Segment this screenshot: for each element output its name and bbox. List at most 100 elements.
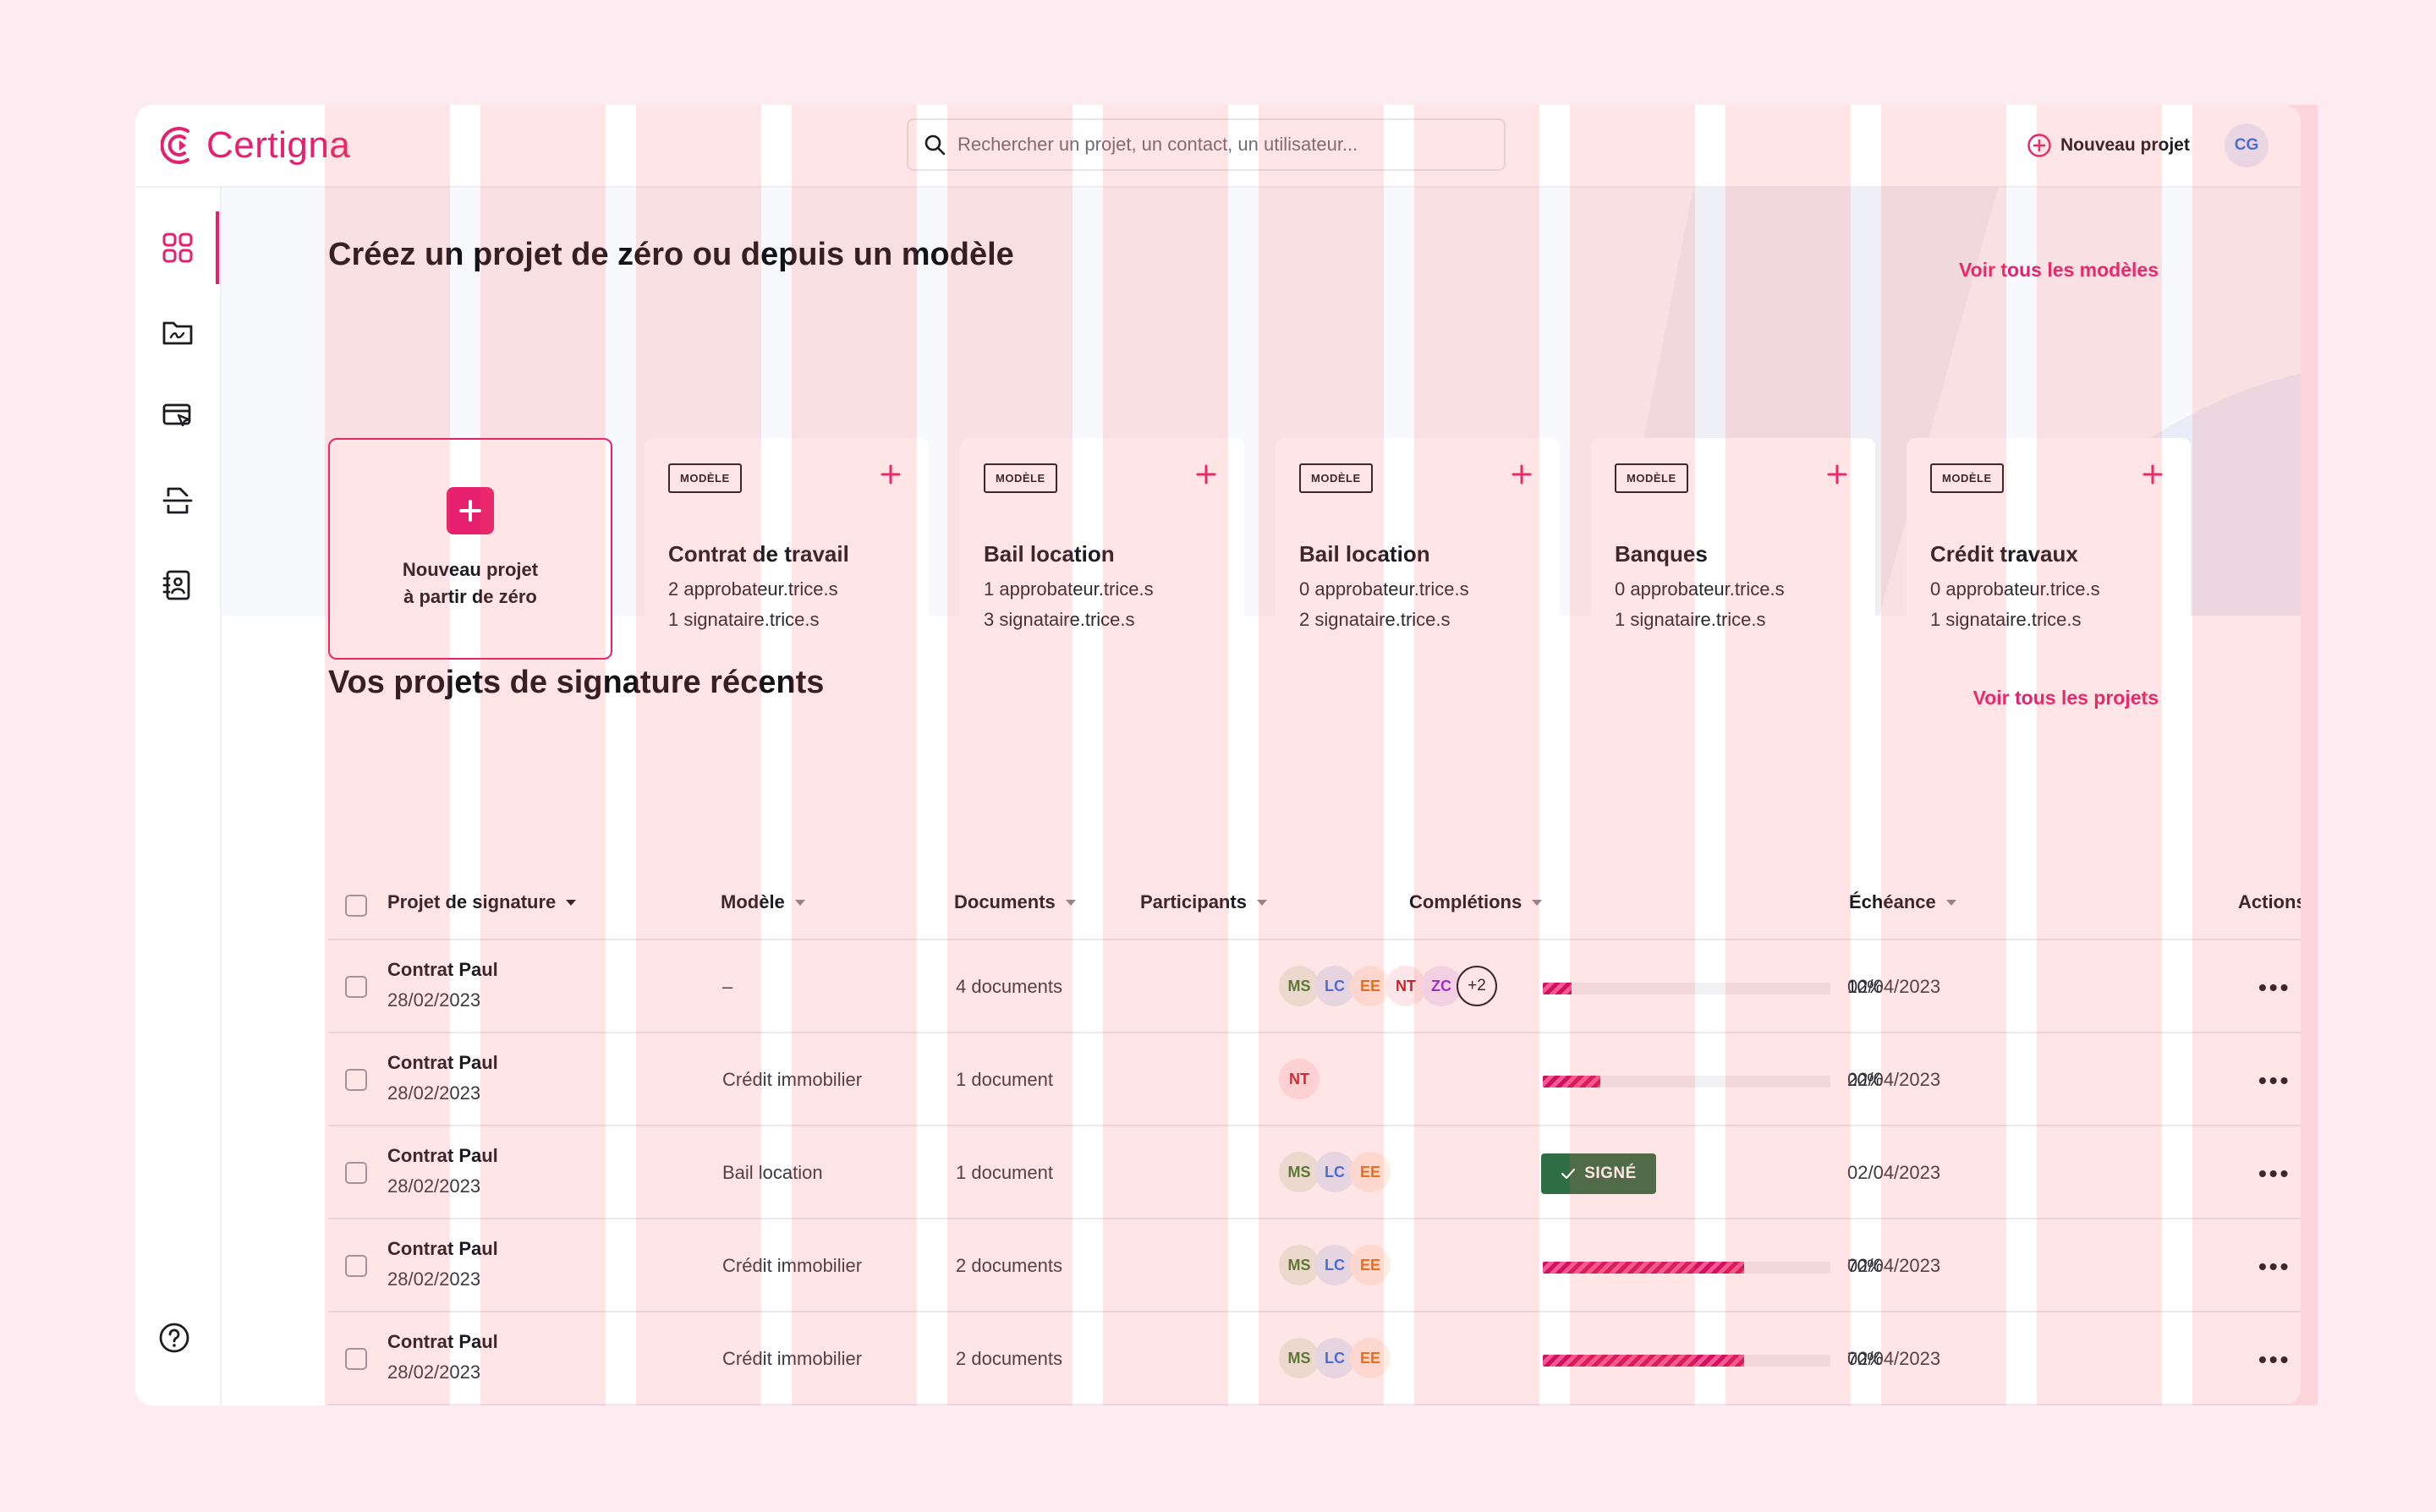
add-plus-icon[interactable] bbox=[1826, 463, 1848, 485]
completion-percent: 10% bbox=[1847, 978, 1884, 997]
participant-avatar[interactable]: NT bbox=[1279, 1059, 1320, 1099]
add-plus-icon[interactable] bbox=[1511, 463, 1533, 485]
row-checkbox[interactable] bbox=[345, 1255, 367, 1277]
template-card[interactable]: MODÈLE Crédit travaux 0 approbateur.tric… bbox=[1907, 438, 2191, 660]
project-name[interactable]: Contrat Paul bbox=[387, 959, 498, 980]
templates-title: Créez un projet de zéro ou depuis un mod… bbox=[328, 237, 1014, 272]
see-all-templates-link[interactable]: Voir tous les modèles bbox=[1958, 259, 2159, 281]
row-checkbox[interactable] bbox=[345, 1348, 367, 1370]
row-actions-menu[interactable]: ••• bbox=[2258, 974, 2291, 1000]
table-row[interactable]: Contrat Paul 28/02/2023 – 4 documents MS… bbox=[328, 940, 2301, 1033]
participant-avatar[interactable]: EE bbox=[1350, 1152, 1391, 1192]
template-card-title: Bail location bbox=[1299, 541, 1430, 567]
project-name[interactable]: Contrat Paul bbox=[387, 1331, 498, 1352]
project-date: 28/02/2023 bbox=[387, 1082, 481, 1104]
row-actions-menu[interactable]: ••• bbox=[2258, 1346, 2291, 1372]
search-bar[interactable] bbox=[907, 118, 1506, 171]
participant-avatar[interactable]: MS bbox=[1279, 1152, 1320, 1192]
participant-avatar[interactable]: MS bbox=[1279, 966, 1320, 1006]
due-date-cell: 02/04/2023 bbox=[1847, 1255, 1941, 1276]
template-card[interactable]: MODÈLE Banques 0 approbateur.trice.s 1 s… bbox=[1591, 438, 1875, 660]
sort-caret-icon bbox=[794, 899, 805, 906]
column-completion[interactable]: Complétions bbox=[1409, 891, 1543, 913]
participant-avatar[interactable]: LC bbox=[1314, 966, 1355, 1006]
user-avatar[interactable]: CG bbox=[2225, 123, 2269, 167]
scratch-label-line2: à partir de zéro bbox=[403, 586, 537, 607]
add-plus-icon[interactable] bbox=[880, 463, 902, 485]
template-card[interactable]: MODÈLE Bail location 1 approbateur.trice… bbox=[960, 438, 1244, 660]
table-row[interactable]: Contrat Paul 28/02/2023 Crédit immobilie… bbox=[328, 1219, 2301, 1312]
row-actions-menu[interactable]: ••• bbox=[2258, 1253, 2291, 1279]
participant-avatar[interactable]: NT bbox=[1385, 966, 1426, 1006]
participant-avatar[interactable]: EE bbox=[1350, 966, 1391, 1006]
template-card-approvers: 2 approbateur.trice.s bbox=[668, 578, 838, 600]
column-project[interactable]: Projet de signature bbox=[387, 891, 577, 913]
participants-group: MS LC EE bbox=[1279, 1152, 1391, 1192]
signed-status-badge: SIGNÉ bbox=[1541, 1153, 1656, 1194]
recent-projects-table: Projet de signature Modèle Documents Par… bbox=[328, 871, 2301, 1405]
completion-progress-bar bbox=[1543, 983, 1830, 994]
column-due[interactable]: Échéance bbox=[1849, 891, 1956, 913]
logo[interactable]: Certigna bbox=[161, 123, 350, 167]
new-project-from-scratch-card[interactable]: Nouveau projet à partir de zéro bbox=[328, 438, 612, 660]
progress-fill bbox=[1543, 1355, 1744, 1367]
template-card[interactable]: MODÈLE Contrat de travail 2 approbateur.… bbox=[645, 438, 929, 660]
table-row[interactable]: Contrat Paul 28/02/2023 Crédit immobilie… bbox=[328, 1033, 2301, 1126]
participant-avatar[interactable]: LC bbox=[1314, 1338, 1355, 1378]
row-checkbox[interactable] bbox=[345, 1162, 367, 1184]
new-project-label: Nouveau projet bbox=[2060, 135, 2190, 155]
column-documents[interactable]: Documents bbox=[954, 891, 1076, 913]
see-all-projects-link[interactable]: Voir tous les projets bbox=[1972, 687, 2159, 709]
sidebar-item-signatures[interactable] bbox=[156, 394, 200, 438]
sidebar-active-indicator bbox=[216, 211, 219, 284]
plus-icon bbox=[447, 487, 494, 534]
search-input[interactable] bbox=[956, 133, 1504, 156]
recent-projects-title: Vos projets de signature récents bbox=[328, 665, 825, 700]
new-project-button[interactable]: Nouveau projet bbox=[2027, 130, 2190, 161]
more-participants-badge[interactable]: +2 bbox=[1457, 966, 1497, 1006]
model-badge: MODÈLE bbox=[1615, 463, 1688, 493]
row-checkbox[interactable] bbox=[345, 1069, 367, 1091]
help-circle-icon bbox=[159, 1323, 189, 1353]
select-all-checkbox[interactable] bbox=[345, 895, 367, 917]
table-row[interactable]: Contrat Paul 28/02/2023 Bail location 1 … bbox=[328, 1126, 2301, 1219]
table-row[interactable]: Contrat Paul 28/02/2023 Crédit immobilie… bbox=[328, 1312, 2301, 1405]
participant-avatar[interactable]: ZC bbox=[1421, 966, 1462, 1006]
sort-caret-icon bbox=[566, 899, 577, 906]
help-button[interactable] bbox=[157, 1321, 191, 1359]
template-card[interactable]: MODÈLE Bail location 0 approbateur.trice… bbox=[1276, 438, 1560, 660]
column-model[interactable]: Modèle bbox=[721, 891, 805, 913]
due-date-cell: 02/04/2023 bbox=[1847, 1069, 1941, 1090]
completion-progress-bar bbox=[1543, 1076, 1830, 1087]
add-plus-icon[interactable] bbox=[1195, 463, 1217, 485]
sidebar-item-dashboard[interactable] bbox=[156, 226, 200, 270]
template-card-approvers: 0 approbateur.trice.s bbox=[1615, 578, 1785, 600]
participant-avatar[interactable]: LC bbox=[1314, 1245, 1355, 1285]
project-name[interactable]: Contrat Paul bbox=[387, 1238, 498, 1259]
sidebar-item-scan[interactable] bbox=[156, 479, 200, 523]
project-name[interactable]: Contrat Paul bbox=[387, 1052, 498, 1073]
sidebar-item-contacts[interactable] bbox=[156, 563, 200, 607]
template-card-title: Banques bbox=[1615, 541, 1708, 567]
sort-caret-icon bbox=[1532, 899, 1543, 906]
model-cell: Crédit immobilier bbox=[722, 1255, 863, 1276]
project-name[interactable]: Contrat Paul bbox=[387, 1145, 498, 1166]
row-actions-menu[interactable]: ••• bbox=[2258, 1160, 2291, 1186]
participant-avatar[interactable]: MS bbox=[1279, 1245, 1320, 1285]
participants-group: MS LC EE NT ZC +2 bbox=[1279, 966, 1497, 1006]
add-plus-icon[interactable] bbox=[2142, 463, 2164, 485]
model-cell: Crédit immobilier bbox=[722, 1348, 863, 1369]
document-scan-icon bbox=[162, 487, 193, 514]
participant-avatar[interactable]: LC bbox=[1314, 1152, 1355, 1192]
participant-avatar[interactable]: EE bbox=[1350, 1245, 1391, 1285]
row-checkbox[interactable] bbox=[345, 976, 367, 998]
certigna-logo-icon bbox=[161, 127, 189, 164]
app-window: Certigna Nouveau projet CG bbox=[135, 105, 2301, 1405]
participant-avatar[interactable]: EE bbox=[1350, 1338, 1391, 1378]
column-participants[interactable]: Participants bbox=[1140, 891, 1267, 913]
folder-signature-icon bbox=[162, 321, 193, 345]
sidebar-item-projects[interactable] bbox=[156, 310, 200, 353]
row-actions-menu[interactable]: ••• bbox=[2258, 1067, 2291, 1093]
project-date: 28/02/2023 bbox=[387, 1268, 481, 1290]
participant-avatar[interactable]: MS bbox=[1279, 1338, 1320, 1378]
